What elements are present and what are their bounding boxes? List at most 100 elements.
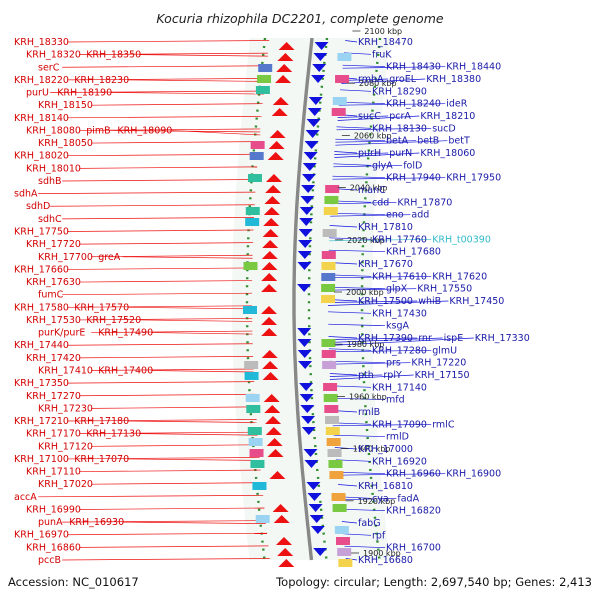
reverse-cog-block <box>337 53 352 61</box>
reverse-gene-arrow <box>298 361 313 369</box>
reverse-gene-arrow <box>313 548 328 556</box>
forward-gene-label: KRH_16990 <box>26 504 81 515</box>
leader-line <box>342 66 446 69</box>
reverse-gene-label: KRH_17680 <box>386 247 441 258</box>
leader-line <box>341 78 426 84</box>
leader-line <box>335 140 417 143</box>
summary-text: Topology: circular; Length: 2,697,540 bp… <box>275 575 592 589</box>
reverse-gene-arrow <box>303 152 318 160</box>
reverse-gene-arrow <box>297 328 312 336</box>
forward-gene-arrow <box>277 53 294 61</box>
leader-line <box>328 249 386 253</box>
reverse-cog-block <box>322 361 337 369</box>
reverse-gene-arrow <box>307 108 322 116</box>
forward-gene-label: KRH_18080 <box>26 125 81 136</box>
forward-gene-arrow <box>262 361 279 369</box>
forward-gene-arrow <box>266 438 283 446</box>
leader-line <box>79 507 265 510</box>
reverse-gene-label: purH <box>358 148 381 159</box>
leader-line <box>91 444 259 447</box>
forward-gene-label: KRH_17580 <box>14 302 69 313</box>
forward-gene-label: KRH_17120 <box>38 441 93 452</box>
forward-gene-label: KRH_18050 <box>38 138 93 149</box>
leader-line <box>79 469 261 472</box>
leader-line <box>67 305 253 308</box>
reverse-gene-arrow <box>311 75 326 83</box>
forward-gene-label: KRH_16970 <box>14 530 69 541</box>
leader-line <box>332 177 446 180</box>
forward-gene-label: purU <box>26 88 49 99</box>
forward-gene-arrow <box>273 515 290 523</box>
forward-cog-block <box>244 361 259 369</box>
reverse-gene-label: KRH_17430 <box>372 308 427 319</box>
leader-line <box>336 127 432 131</box>
reverse-cog-block <box>322 229 337 237</box>
leader-line <box>327 300 418 303</box>
genome-backbone <box>292 37 314 561</box>
leader-line <box>62 520 266 523</box>
forward-gene-label: KRH_17170 <box>26 429 81 440</box>
scale-label: 2000 kbp <box>346 288 384 297</box>
reverse-gene-label: KRH_18290 <box>372 86 427 97</box>
forward-gene-label: sdhA <box>14 189 38 200</box>
scale-label: 2060 kbp <box>354 131 392 140</box>
reverse-gene-label: glpX <box>386 284 408 295</box>
reverse-cog-block <box>334 526 349 534</box>
forward-gene-arrow <box>261 251 278 259</box>
reverse-gene-arrow <box>301 416 316 424</box>
forward-gene-label: KRH_17490 <box>98 328 153 339</box>
leader-line <box>332 422 372 425</box>
reverse-cog-block <box>336 537 351 545</box>
scale-label: 1980 kbp <box>347 340 385 349</box>
reverse-gene-label: KRH_18470 <box>358 37 413 48</box>
leader-line <box>329 374 383 377</box>
leader-line <box>336 126 372 129</box>
leader-line <box>328 311 372 314</box>
reverse-gene-label: ideR <box>446 99 468 110</box>
leader-line <box>343 533 372 536</box>
forward-gene-label: KRH_17420 <box>26 353 81 364</box>
forward-gene-arrow <box>276 64 293 72</box>
reverse-cog-block <box>337 548 352 556</box>
reverse-gene-arrow <box>303 449 318 457</box>
reverse-gene-label: KRH_17550 <box>417 284 472 295</box>
forward-gene-arrow <box>261 273 278 281</box>
leader-line <box>341 78 389 81</box>
reverse-gene-label: ispE <box>444 333 464 344</box>
reverse-gene-arrow <box>310 526 325 534</box>
forward-cog-block <box>255 515 270 523</box>
leader-line <box>79 545 269 548</box>
reverse-gene-arrow <box>300 196 315 204</box>
leader-line <box>127 420 257 423</box>
leader-line <box>328 288 417 291</box>
leader-line <box>345 40 358 43</box>
reverse-cog-block <box>321 295 336 303</box>
leader-line <box>151 370 254 373</box>
forward-gene-label: punA <box>38 517 63 528</box>
leader-line <box>328 323 386 327</box>
forward-gene-arrow <box>276 537 293 545</box>
leader-line <box>67 78 266 81</box>
forward-gene-label: KRH_18220 <box>14 75 69 86</box>
reverse-gene-arrow <box>299 207 314 215</box>
reverse-gene-arrow <box>301 174 316 182</box>
leader-line <box>110 92 264 95</box>
leader-line <box>329 362 411 365</box>
leader-line <box>67 40 270 43</box>
reverse-cog-block <box>321 251 336 259</box>
leader-line <box>79 166 258 169</box>
forward-gene-label: KRH_18150 <box>38 100 93 111</box>
reverse-gene-arrow <box>299 394 314 402</box>
leader-line <box>67 419 257 422</box>
forward-cog-block <box>245 394 260 402</box>
reverse-gene-label: betA <box>386 136 409 147</box>
forward-cog-block <box>245 207 260 215</box>
leader-line <box>79 318 253 321</box>
forward-gene-arrow <box>278 42 295 50</box>
leader-line <box>62 179 257 182</box>
forward-gene-arrow <box>264 405 281 413</box>
forward-gene-label: KRH_17020 <box>38 479 93 490</box>
reverse-gene-label: prs <box>386 358 401 369</box>
leader-line <box>339 497 397 501</box>
leader-line <box>331 397 386 401</box>
